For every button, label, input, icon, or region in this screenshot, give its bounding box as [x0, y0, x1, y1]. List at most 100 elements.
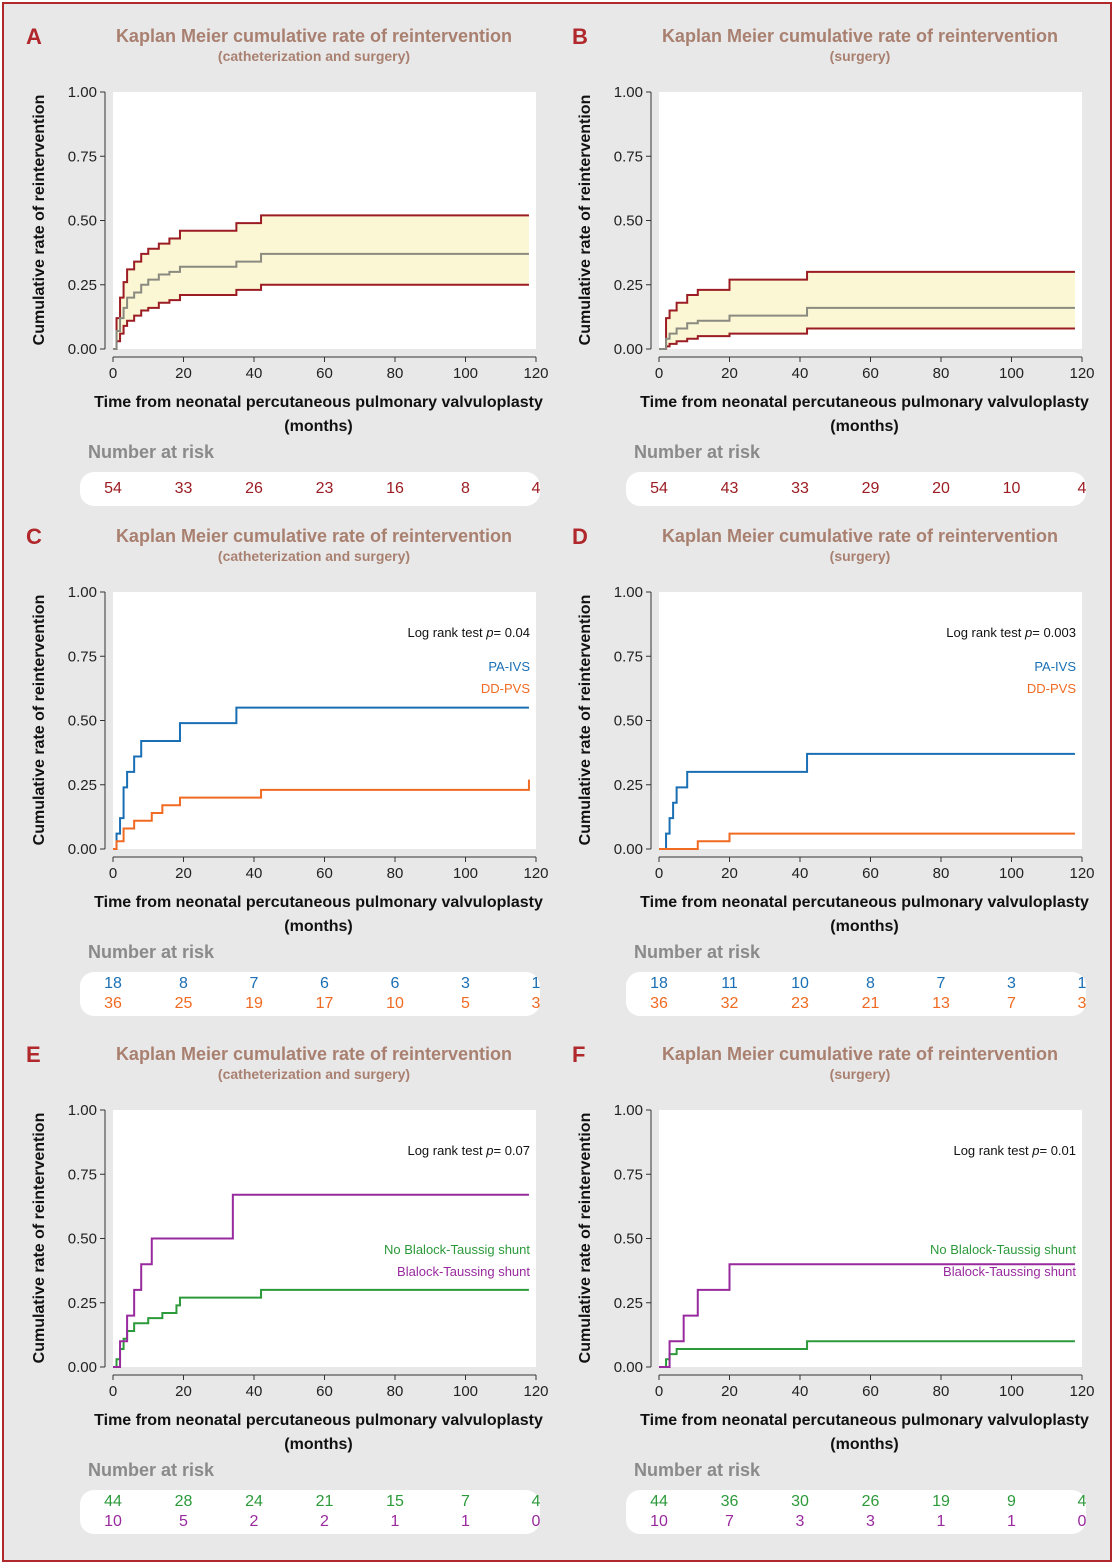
log-rank-prefix: Log rank test: [946, 625, 1025, 640]
x-axis-label: Time from neonatal percutaneous pulmonar…: [640, 894, 1089, 911]
x-tick-label: 0: [109, 365, 117, 382]
chart-title: Kaplan Meier cumulative rate of reinterv…: [115, 26, 513, 46]
x-axis-label-units: (months): [284, 1436, 352, 1453]
risk-value: 8: [866, 975, 875, 992]
x-tick-label: 100: [453, 865, 478, 882]
x-tick-label: 120: [523, 365, 548, 382]
panel-c: C Kaplan Meier cumulative rate of reinter…: [24, 524, 570, 1044]
risk-row: 54 43 33 29 20 10 4: [626, 480, 1086, 500]
risk-value: 23: [315, 480, 334, 497]
y-tick-label: 0.25: [614, 1295, 643, 1312]
x-tick-label: 80: [387, 865, 404, 882]
risk-value: 36: [650, 995, 668, 1012]
risk-value: 16: [386, 480, 404, 497]
panel-b: B Kaplan Meier cumulative rate of reinter…: [570, 24, 1116, 544]
series-line-dd-pvs: [113, 779, 530, 850]
x-axis-label-units: (months): [284, 918, 352, 935]
km-plot: 0.00 0.25 0.50 0.75 1.00 0 20 40 60 80 100 120 Cumul…: [31, 584, 549, 935]
panel-letter: C: [26, 524, 42, 549]
risk-value: 33: [174, 480, 193, 497]
log-rank-prefix: Log rank test: [407, 625, 486, 640]
risk-value: 3: [795, 1513, 805, 1530]
y-axis-label: Cumulative rate of reintervention: [31, 595, 48, 846]
legend-entry: Blalock-Taussing shunt: [397, 1264, 530, 1279]
risk-row: 18 11 10 8 7 3 1: [626, 975, 1086, 995]
x-tick-label: 0: [655, 865, 663, 882]
chart-subtitle: (surgery): [829, 48, 891, 64]
x-tick-label: 20: [721, 365, 738, 382]
x-tick-label: 40: [792, 1383, 809, 1400]
y-tick-label: 0.00: [614, 841, 643, 858]
number-at-risk-label: Number at risk: [634, 1460, 761, 1480]
risk-value: 15: [386, 1493, 404, 1510]
log-rank-value: = 0.01: [1039, 1143, 1076, 1158]
upper-ci-line: [659, 270, 1075, 350]
risk-row: 10 7 3 3 1 1 0: [626, 1513, 1086, 1533]
risk-value: 21: [861, 995, 880, 1012]
x-tick-label: 20: [175, 365, 192, 382]
number-at-risk-label: Number at risk: [634, 942, 761, 962]
legend-entry: No Blalock-Taussig shunt: [384, 1242, 530, 1257]
x-tick-label: 0: [655, 365, 663, 382]
x-tick-label: 0: [655, 1383, 663, 1400]
x-tick-label: 20: [721, 1383, 738, 1400]
number-at-risk-label: Number at risk: [88, 442, 215, 462]
risk-value: 2: [320, 1513, 329, 1530]
y-tick-label: 0.00: [68, 841, 97, 858]
x-tick-label: 60: [862, 365, 879, 382]
number-at-risk-table: 54 33 26 23 16 8 4: [80, 472, 540, 506]
risk-value: 21: [315, 1493, 334, 1510]
x-axis-label: Time from neonatal percutaneous pulmonar…: [640, 1412, 1089, 1429]
y-tick-label: 0.75: [614, 1166, 643, 1183]
risk-value: 44: [104, 1493, 122, 1510]
x-axis-label: Time from neonatal percutaneous pulmonar…: [640, 394, 1089, 411]
x-tick-label: 80: [933, 1383, 950, 1400]
log-rank-p: p: [485, 625, 493, 640]
plot-area: [659, 592, 1082, 849]
km-plot: 0.00 0.25 0.50 0.75 1.00 0 20 40 60 80 100 120 Cumul…: [577, 1102, 1095, 1453]
log-rank-note: Log rank test p= 0.003: [946, 625, 1076, 640]
risk-value: 1: [936, 1513, 946, 1530]
lower-ci-line: [113, 283, 529, 350]
lower-ci-line: [659, 327, 1075, 350]
x-tick-label: 60: [862, 865, 879, 882]
chart-subtitle: (surgery): [829, 1066, 891, 1082]
risk-value: 0: [531, 1513, 541, 1530]
risk-value: 5: [461, 995, 470, 1012]
risk-value: 7: [249, 975, 259, 992]
panel-f: F Kaplan Meier cumulative rate of reinter…: [570, 1042, 1116, 1562]
chart-title: Kaplan Meier cumulative rate of reinterv…: [661, 26, 1059, 46]
log-rank-prefix: Log rank test: [407, 1143, 486, 1158]
y-axis-label: Cumulative rate of reintervention: [31, 1113, 48, 1364]
legend-entry: DD-PVS: [481, 681, 530, 696]
number-at-risk-table: 54 43 33 29 20 10 4: [626, 472, 1086, 506]
y-tick-label: 0.75: [614, 148, 643, 165]
x-tick-label: 100: [999, 1383, 1024, 1400]
confidence-band: [113, 215, 529, 349]
risk-value: 7: [461, 1493, 470, 1510]
y-tick-label: 0.25: [614, 277, 643, 294]
number-at-risk-table: 44 36 30 26 19 9 4 10 7 3 3 1 1 0: [626, 1490, 1086, 1534]
x-tick-label: 120: [523, 865, 548, 882]
number-at-risk-table: 44 28 24 21 15 7 4 10 5 2 2 1 1 0: [80, 1490, 540, 1534]
y-tick-label: 0.50: [68, 1231, 97, 1248]
risk-value: 10: [104, 1513, 122, 1530]
median-line: [113, 252, 529, 350]
legend-entry: No Blalock-Taussig shunt: [930, 1242, 1076, 1257]
risk-row: 36 32 23 21 13 7 3: [626, 995, 1086, 1015]
risk-value: 10: [386, 995, 404, 1012]
legend-entry: DD-PVS: [1027, 681, 1076, 696]
km-plot: 0.00 0.25 0.50 0.75 1.00 0 20 40 60 80 100 120 Cumul…: [31, 1102, 549, 1453]
chart-subtitle: (catheterization and surgery): [217, 48, 411, 64]
x-axis-label-units: (months): [284, 418, 352, 435]
y-tick-label: 0.25: [68, 777, 97, 794]
confidence-band: [659, 271, 1075, 349]
risk-value: 3: [866, 1513, 875, 1530]
panel-letter: A: [26, 24, 42, 49]
chart-title: Kaplan Meier cumulative rate of reinterv…: [661, 526, 1059, 546]
x-tick-label: 100: [999, 865, 1024, 882]
y-tick-label: 0.50: [614, 213, 643, 230]
x-axis-label: Time from neonatal percutaneous pulmonar…: [94, 894, 543, 911]
y-tick-label: 0.25: [614, 777, 643, 794]
x-tick-label: 40: [246, 1383, 263, 1400]
